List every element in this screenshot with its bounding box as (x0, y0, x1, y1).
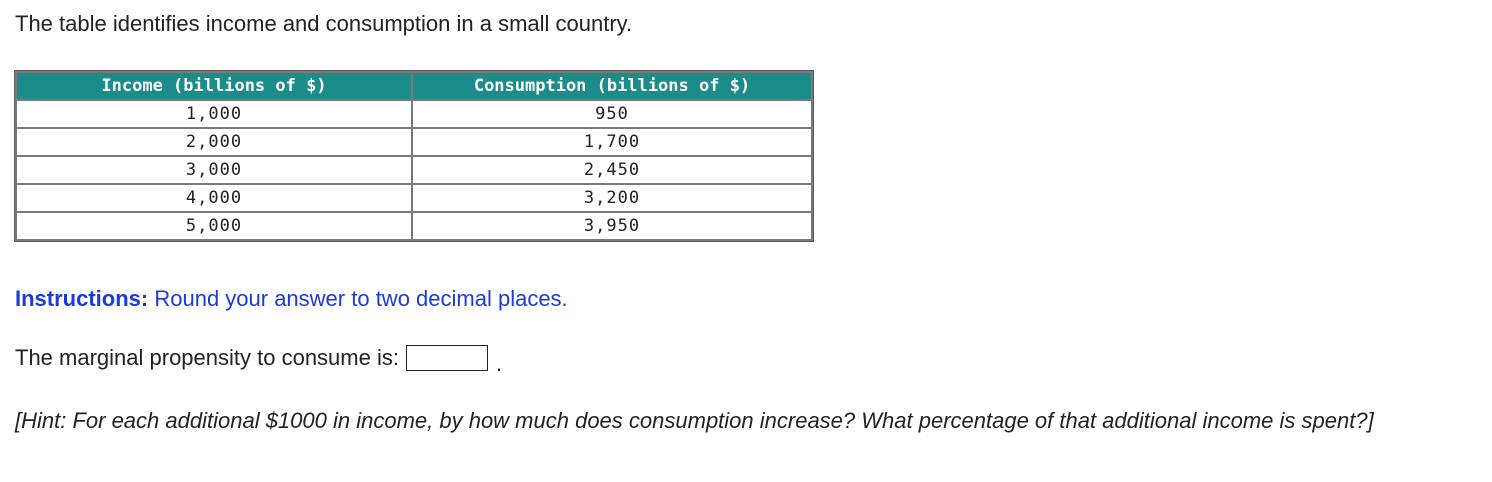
consumption-cell: 3,950 (413, 213, 811, 239)
income-column-header: Income (billions of $) (17, 73, 411, 99)
instructions-text: Round your answer to two decimal places. (148, 286, 568, 311)
instructions: Instructions: Round your answer to two d… (15, 285, 568, 313)
consumption-column-header: Consumption (billions of $) (413, 73, 811, 99)
income-cell: 1,000 (17, 101, 411, 127)
income-cell: 5,000 (17, 213, 411, 239)
mpc-answer-input[interactable] (405, 345, 488, 371)
question-label: The marginal propensity to consume is: (15, 345, 399, 370)
intro-text: The table identifies income and consumpt… (15, 11, 633, 36)
question: The marginal propensity to consume is: . (15, 344, 502, 376)
table-row: 4,000 3,200 (17, 185, 811, 211)
income-cell: 3,000 (17, 157, 411, 183)
consumption-cell: 3,200 (413, 185, 811, 211)
consumption-cell: 950 (413, 101, 811, 127)
table-row: 2,000 1,700 (17, 129, 811, 155)
instructions-lead: Instructions: (15, 286, 149, 311)
table-row: 5,000 3,950 (17, 213, 811, 239)
hint-text: [Hint: For each additional $1000 in inco… (15, 408, 1374, 433)
income-cell: 2,000 (17, 129, 411, 155)
consumption-cell: 2,450 (413, 157, 811, 183)
income-cell: 4,000 (17, 185, 411, 211)
consumption-cell: 1,700 (413, 129, 811, 155)
table-row: 1,000 950 (17, 101, 811, 127)
question-trailing-period: . (495, 351, 503, 376)
income-consumption-table: Income (billions of $) Consumption (bill… (14, 70, 814, 242)
table-row: 3,000 2,450 (17, 157, 811, 183)
table-header-row: Income (billions of $) Consumption (bill… (17, 73, 811, 99)
